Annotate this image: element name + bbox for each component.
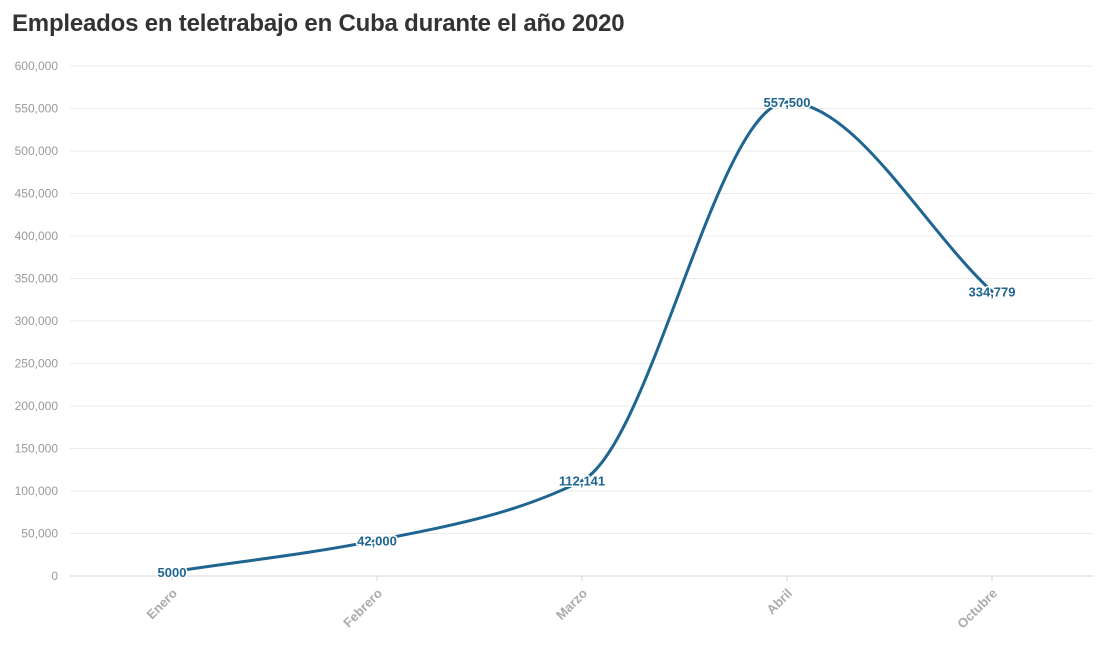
data-label: 557,500 bbox=[764, 95, 811, 110]
data-label: 112,141 bbox=[559, 474, 605, 489]
y-tick-label: 500,000 bbox=[15, 144, 59, 158]
y-tick-label: 600,000 bbox=[15, 59, 59, 73]
data-label: 42,000 bbox=[357, 533, 397, 548]
y-tick-label: 250,000 bbox=[15, 357, 59, 371]
x-tick-label: Febrero bbox=[340, 585, 385, 630]
x-tick-label: Octubre bbox=[954, 586, 1000, 632]
y-tick-label: 300,000 bbox=[15, 314, 59, 328]
y-tick-label: 550,000 bbox=[15, 102, 59, 116]
x-tick-label: Marzo bbox=[553, 585, 590, 622]
y-axis-ticks: 0 50,000 100,000 150,000 200,000 250,000 300,0… bbox=[15, 59, 59, 583]
series-line bbox=[170, 100, 994, 574]
y-tick-label: 100,000 bbox=[15, 484, 59, 498]
y-tick-label: 200,000 bbox=[15, 399, 59, 413]
x-axis-ticks: Enero Febrero Marzo Abril Octubre bbox=[143, 576, 1000, 631]
x-tick-label: Enero bbox=[143, 585, 180, 622]
data-label: 5000 bbox=[158, 565, 187, 580]
y-tick-label: 400,000 bbox=[15, 229, 59, 243]
gridlines bbox=[70, 65, 1093, 577]
chart-title: Empleados en teletrabajo en Cuba durante… bbox=[12, 10, 625, 37]
x-tick-label: Abril bbox=[764, 586, 796, 618]
y-tick-label: 450,000 bbox=[15, 187, 59, 201]
data-label: 334,779 bbox=[969, 284, 1016, 299]
y-tick-label: 0 bbox=[51, 569, 58, 583]
y-tick-label: 150,000 bbox=[15, 442, 59, 456]
y-tick-label: 50,000 bbox=[21, 527, 58, 541]
series-lines bbox=[170, 100, 994, 574]
data-labels: 5000 42,000 112,141 557,500 334,779 bbox=[156, 94, 1017, 582]
y-tick-label: 350,000 bbox=[15, 272, 59, 286]
